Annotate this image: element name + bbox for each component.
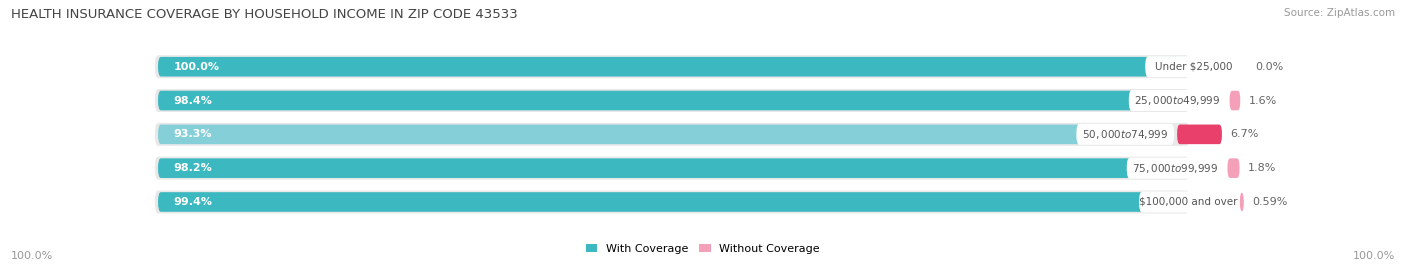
Text: $100,000 and over: $100,000 and over xyxy=(1139,197,1237,207)
FancyBboxPatch shape xyxy=(157,192,1180,212)
FancyBboxPatch shape xyxy=(157,57,1187,76)
Text: Under $25,000: Under $25,000 xyxy=(1156,62,1233,72)
FancyBboxPatch shape xyxy=(157,91,1170,110)
FancyBboxPatch shape xyxy=(1240,192,1244,212)
FancyBboxPatch shape xyxy=(155,89,1189,112)
Text: $75,000 to $99,999: $75,000 to $99,999 xyxy=(1132,162,1219,175)
Text: 100.0%: 100.0% xyxy=(11,251,53,261)
Text: Source: ZipAtlas.com: Source: ZipAtlas.com xyxy=(1284,8,1395,18)
Text: 98.4%: 98.4% xyxy=(173,95,212,105)
Text: 93.3%: 93.3% xyxy=(173,129,212,139)
FancyBboxPatch shape xyxy=(1177,125,1222,144)
FancyBboxPatch shape xyxy=(155,55,1189,78)
Text: 6.7%: 6.7% xyxy=(1230,129,1258,139)
FancyBboxPatch shape xyxy=(1139,192,1237,213)
Text: HEALTH INSURANCE COVERAGE BY HOUSEHOLD INCOME IN ZIP CODE 43533: HEALTH INSURANCE COVERAGE BY HOUSEHOLD I… xyxy=(11,8,517,21)
Text: 99.4%: 99.4% xyxy=(173,197,212,207)
FancyBboxPatch shape xyxy=(1129,90,1226,111)
Text: $25,000 to $49,999: $25,000 to $49,999 xyxy=(1135,94,1220,107)
FancyBboxPatch shape xyxy=(155,190,1189,214)
Text: $50,000 to $74,999: $50,000 to $74,999 xyxy=(1083,128,1168,141)
FancyBboxPatch shape xyxy=(157,125,1118,144)
Text: 1.8%: 1.8% xyxy=(1247,163,1277,173)
Text: 100.0%: 100.0% xyxy=(173,62,219,72)
Text: 0.0%: 0.0% xyxy=(1254,62,1284,72)
FancyBboxPatch shape xyxy=(1227,158,1240,178)
FancyBboxPatch shape xyxy=(155,157,1189,180)
FancyBboxPatch shape xyxy=(1126,158,1225,179)
FancyBboxPatch shape xyxy=(157,158,1168,178)
Text: 100.0%: 100.0% xyxy=(1353,251,1395,261)
Legend: With Coverage, Without Coverage: With Coverage, Without Coverage xyxy=(586,244,820,254)
Text: 98.2%: 98.2% xyxy=(173,163,212,173)
FancyBboxPatch shape xyxy=(155,123,1189,146)
FancyBboxPatch shape xyxy=(1230,91,1240,110)
FancyBboxPatch shape xyxy=(1077,124,1174,145)
Text: 0.59%: 0.59% xyxy=(1251,197,1288,207)
Text: 1.6%: 1.6% xyxy=(1249,95,1277,105)
FancyBboxPatch shape xyxy=(1146,56,1243,77)
